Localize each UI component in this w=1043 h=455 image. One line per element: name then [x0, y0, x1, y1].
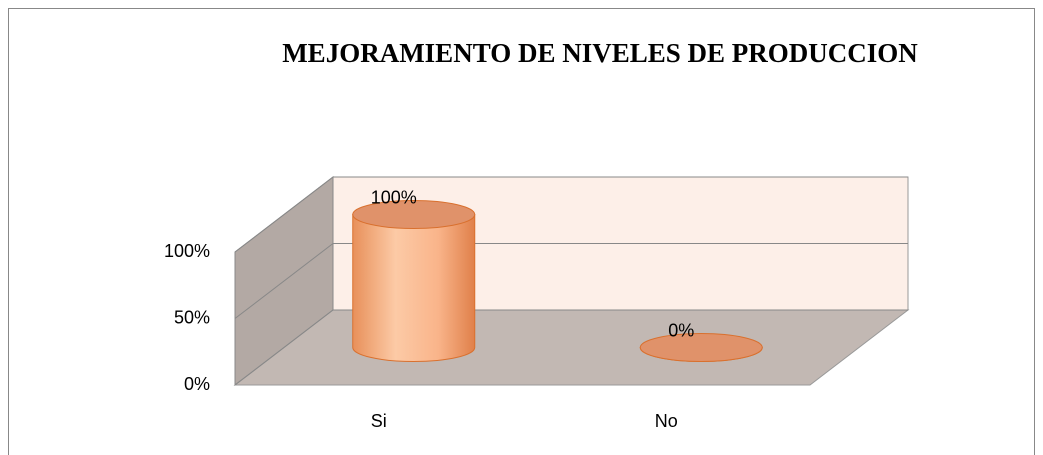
grid-line [234, 176, 908, 253]
data-label: 0% [668, 320, 694, 340]
floor [233, 309, 910, 386]
cylinder-body [352, 214, 476, 362]
y-tick-label: 50% [174, 307, 210, 327]
y-tick-label: 0% [184, 374, 210, 394]
cylinder-top [639, 333, 763, 362]
chart-title: MEJORAMIENTO DE NIVELES DE PRODUCCION [282, 38, 918, 68]
cylinder-top [352, 200, 476, 229]
x-tick-label: No [655, 411, 678, 431]
x-tick-label: Si [371, 411, 387, 431]
grid-line [234, 243, 908, 319]
grid-line [234, 309, 908, 386]
data-label: 100% [371, 187, 417, 207]
y-tick-label: 100% [164, 241, 210, 261]
